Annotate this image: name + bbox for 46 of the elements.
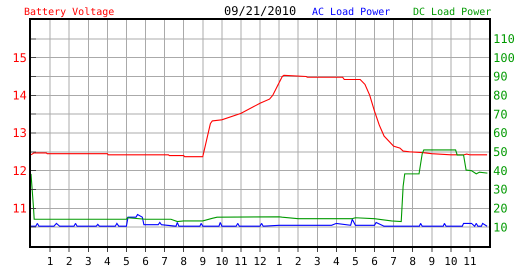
x-tick-label: 5 — [352, 254, 359, 268]
y2-tick-label: 50 — [493, 145, 508, 160]
y2-tick-label: 20 — [493, 202, 508, 216]
x-tick-label: 8 — [180, 254, 187, 268]
x-tick-label: 12 — [253, 254, 267, 268]
text: Battery Voltage — [24, 7, 114, 18]
x-tick-label: 7 — [390, 254, 397, 268]
y2-tick-label: 60 — [493, 126, 508, 140]
y2-tick-label: 70 — [493, 107, 508, 122]
x-tick-label: 1 — [276, 254, 282, 268]
x-tick-label: 4 — [104, 254, 112, 268]
x-tick-label: 10 — [444, 254, 458, 268]
x-tick-label: 3 — [84, 254, 92, 268]
y2-tick-label: 90 — [493, 70, 508, 84]
x-tick-label: 2 — [294, 254, 302, 268]
y-tick-label: 13 — [12, 126, 27, 140]
y2-tick-label: 100 — [493, 50, 515, 65]
x-tick-label: 7 — [161, 254, 168, 268]
x-tick-label: 2 — [66, 254, 72, 268]
x-tick-label: 10 — [215, 254, 228, 268]
x-tick-label: 5 — [123, 254, 130, 268]
y2-tick-label: 80 — [493, 88, 508, 103]
y-tick-label: 11 — [12, 202, 27, 216]
x-tick-label: 9 — [428, 254, 436, 268]
line-series — [31, 214, 488, 227]
x-tick-label: 11 — [234, 254, 248, 268]
x-tick-label: 6 — [142, 254, 149, 268]
x-tick-label: 11 — [463, 254, 477, 268]
x-tick-label: 3 — [314, 254, 321, 268]
text: AC Load Power — [312, 7, 390, 18]
y2-tick-label: 30 — [493, 182, 508, 197]
x-tick-label: 1 — [46, 254, 54, 268]
y2-tick-label: 10 — [493, 220, 508, 234]
y2-tick-label: 110 — [493, 32, 515, 46]
y-tick-label: 14 — [12, 88, 27, 103]
line-series — [31, 149, 488, 222]
text: DC Load Power — [413, 7, 492, 18]
line-series — [31, 74, 488, 158]
x-tick-label: 6 — [371, 254, 378, 268]
chart-title: 09/21/2010 — [224, 4, 296, 18]
y-tick-label: 12 — [12, 164, 27, 178]
x-tick-label: 8 — [409, 254, 416, 268]
x-tick-label: 9 — [199, 254, 206, 268]
x-tick-label: 4 — [333, 254, 340, 268]
y2-tick-label: 40 — [493, 164, 508, 178]
y-tick-label: 15 — [12, 50, 27, 65]
